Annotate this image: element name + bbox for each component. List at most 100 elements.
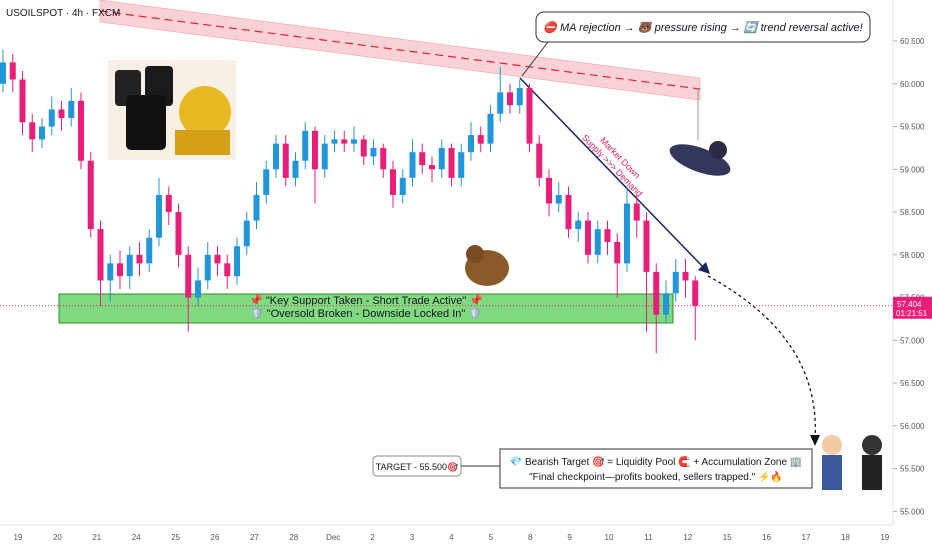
y-tick-label: 56.500 bbox=[900, 379, 925, 388]
candle-body bbox=[672, 271, 679, 294]
candle-body bbox=[682, 271, 689, 281]
x-tick-label: 5 bbox=[489, 533, 494, 542]
candle-body bbox=[399, 177, 406, 195]
last-price-label: 57.404 bbox=[897, 300, 922, 309]
callout-pointer bbox=[521, 41, 549, 77]
y-tick-label: 55.500 bbox=[900, 465, 925, 474]
x-tick-label: 24 bbox=[132, 533, 141, 542]
candle-body bbox=[29, 122, 36, 140]
candle-body bbox=[204, 254, 211, 281]
candle-body bbox=[253, 194, 260, 221]
y-tick-label: 55.000 bbox=[900, 507, 925, 516]
candle-body bbox=[175, 212, 182, 255]
candle-body bbox=[575, 220, 582, 230]
x-tick-label: 19 bbox=[880, 533, 889, 542]
candle-body bbox=[507, 92, 513, 106]
oil-barrels-image bbox=[108, 60, 236, 160]
x-tick-label: 20 bbox=[53, 533, 62, 542]
candle-body bbox=[390, 169, 396, 195]
candle-body bbox=[468, 135, 474, 153]
candle-body bbox=[585, 220, 591, 255]
candle-body bbox=[117, 263, 123, 277]
target-label: TARGET - 55.500🎯 bbox=[376, 462, 458, 472]
candle-body bbox=[331, 139, 338, 144]
candle-body bbox=[126, 254, 133, 277]
candle-body bbox=[409, 152, 416, 178]
candle-body bbox=[214, 254, 221, 264]
candle-body bbox=[185, 254, 192, 298]
y-tick-label: 56.000 bbox=[900, 422, 925, 431]
x-tick-label: 2 bbox=[370, 533, 375, 542]
candle-body bbox=[312, 130, 318, 170]
candle-body bbox=[633, 203, 640, 221]
candle-body bbox=[302, 130, 309, 161]
candle-body bbox=[497, 92, 504, 114]
y-tick-label: 59.500 bbox=[900, 123, 925, 132]
candle-body bbox=[234, 246, 240, 277]
support-text: 🛡️ "Oversold Broken - Downside Locked In… bbox=[250, 307, 482, 320]
police-image bbox=[822, 435, 882, 490]
x-tick-label: 4 bbox=[449, 533, 454, 542]
candle-body bbox=[39, 126, 45, 140]
x-tick-label: 3 bbox=[410, 533, 415, 542]
candle-body bbox=[565, 194, 572, 230]
candle-body bbox=[419, 152, 426, 166]
candle-body bbox=[87, 160, 94, 230]
candle-body bbox=[68, 100, 75, 118]
x-tick-label: 11 bbox=[644, 533, 653, 542]
candle-body bbox=[97, 229, 104, 281]
candle-body bbox=[477, 135, 484, 144]
candle-body bbox=[78, 100, 84, 161]
trend-arrowhead bbox=[698, 262, 710, 274]
countdown-label: 01:21:51 bbox=[896, 309, 928, 318]
callout-box bbox=[535, 11, 871, 43]
candle-body bbox=[380, 147, 387, 170]
y-tick-label: 57.000 bbox=[900, 336, 925, 345]
candle-body bbox=[555, 194, 562, 204]
candle-body bbox=[692, 280, 699, 306]
target-box-text: "Final checkpoint—profits booked, seller… bbox=[529, 470, 783, 483]
callout-text: ⛔ MA rejection → 🐻 pressure rising → 🔄 t… bbox=[543, 20, 862, 34]
candle-body bbox=[195, 280, 201, 298]
x-tick-label: 17 bbox=[802, 533, 811, 542]
candle-body bbox=[351, 139, 357, 144]
ma-line bbox=[99, 10, 701, 90]
thief-image bbox=[669, 88, 731, 176]
candle-body bbox=[19, 79, 26, 123]
candle-body bbox=[624, 203, 630, 264]
x-tick-label: 25 bbox=[171, 533, 180, 542]
candle-body bbox=[438, 147, 445, 170]
candle-body bbox=[448, 147, 455, 178]
x-tick-label: 18 bbox=[841, 533, 850, 542]
candle-body bbox=[273, 143, 279, 170]
candle-body bbox=[243, 220, 250, 247]
candle-body bbox=[487, 113, 494, 144]
y-tick-label: 58.000 bbox=[900, 251, 925, 260]
candle-body bbox=[614, 241, 621, 264]
x-tick-label: 27 bbox=[250, 533, 259, 542]
candle-body bbox=[341, 139, 348, 144]
x-tick-label: 28 bbox=[289, 533, 298, 542]
x-tick-label: 12 bbox=[683, 533, 692, 542]
candle-body bbox=[146, 237, 153, 264]
candle-body bbox=[282, 143, 289, 178]
candle-body bbox=[263, 169, 270, 195]
candle-body bbox=[458, 152, 465, 178]
candle-body bbox=[643, 220, 650, 272]
x-tick-label: 19 bbox=[14, 533, 23, 542]
x-tick-label: 10 bbox=[605, 533, 614, 542]
candle-body bbox=[536, 143, 543, 178]
candle-body bbox=[48, 109, 55, 127]
candle-body bbox=[321, 143, 328, 170]
candle-body bbox=[516, 88, 523, 106]
y-tick-label: 60.000 bbox=[900, 80, 925, 89]
y-tick-label: 59.000 bbox=[900, 165, 925, 174]
x-tick-label: 16 bbox=[762, 533, 771, 542]
x-tick-label: 8 bbox=[528, 533, 533, 542]
x-tick-label: 21 bbox=[92, 533, 101, 542]
candle-body bbox=[663, 293, 669, 315]
y-tick-label: 58.500 bbox=[900, 208, 925, 217]
trend-line bbox=[519, 77, 707, 271]
candle-body bbox=[546, 177, 552, 204]
